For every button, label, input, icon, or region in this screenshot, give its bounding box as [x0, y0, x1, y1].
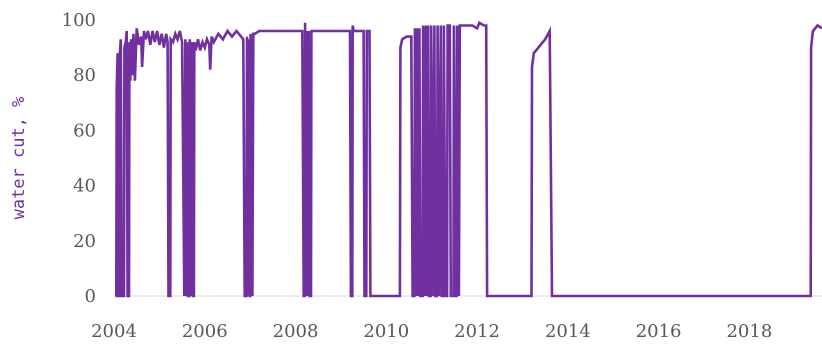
y-tick-label: 40 [73, 176, 96, 197]
x-tick-label: 2004 [91, 321, 137, 342]
x-tick-label: 2018 [726, 321, 772, 342]
x-tick-label: 2014 [545, 321, 591, 342]
y-axis-label: water cut, % [9, 97, 29, 220]
x-tick-label: 2008 [273, 321, 319, 342]
y-tick-label: 20 [73, 231, 96, 252]
y-tick-labels: 0 20 40 60 80 100 [62, 10, 96, 307]
y-tick-label: 80 [73, 65, 96, 86]
y-tick-label: 0 [85, 286, 96, 307]
y-tick-label: 100 [62, 10, 96, 31]
series-layer [115, 20, 822, 298]
x-tick-label: 2016 [636, 321, 682, 342]
series-line [115, 20, 822, 298]
x-tick-labels: 2004 2006 2008 2010 2012 2014 2016 2018 [91, 321, 772, 342]
x-tick-label: 2010 [363, 321, 409, 342]
x-tick-label: 2006 [182, 321, 228, 342]
y-tick-label: 60 [73, 120, 96, 141]
x-tick-label: 2012 [454, 321, 500, 342]
